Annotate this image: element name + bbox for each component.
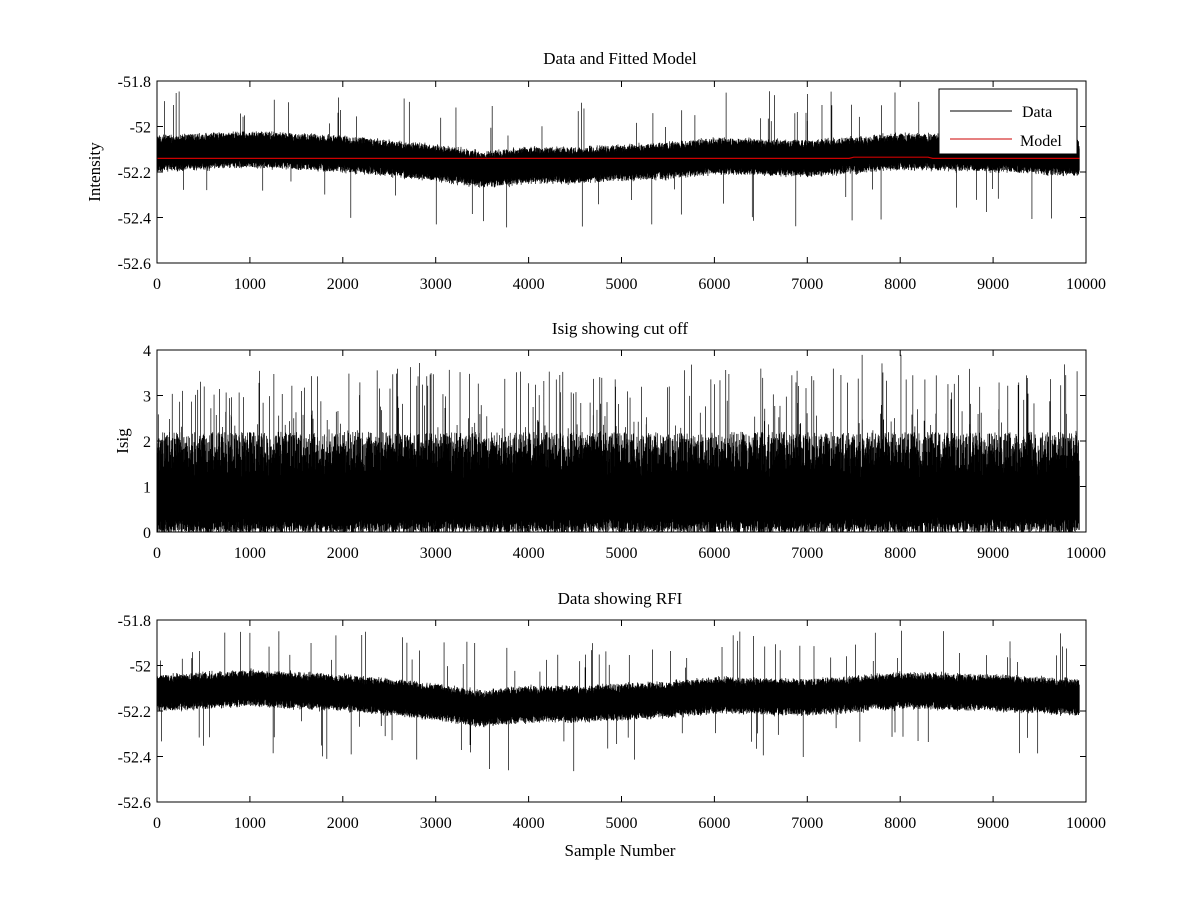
panel-2-title: Isig showing cut off bbox=[552, 319, 688, 338]
x-tick-label: 10000 bbox=[1066, 276, 1106, 293]
x-tick-label: 5000 bbox=[606, 545, 638, 562]
panel-isig-cut-off: Isig showing cut off Isig 0 1000 2000 3000 4… bbox=[113, 319, 1106, 562]
y-tick-label: 0 bbox=[143, 525, 151, 542]
y-tick-label: -51.8 bbox=[118, 613, 151, 630]
y-tick-label: -52 bbox=[130, 120, 151, 137]
legend-model-label: Model bbox=[1020, 133, 1062, 150]
panel-2-axes: 0 1000 2000 3000 4000 5000 6000 7000 8000 9000 100… bbox=[143, 343, 1106, 562]
x-tick-label: 7000 bbox=[791, 276, 823, 293]
x-tick-label: 10000 bbox=[1066, 545, 1106, 562]
x-tick-label: 1000 bbox=[234, 545, 266, 562]
panel-2-plot-area bbox=[157, 354, 1080, 532]
panel-1-legend: Data Model bbox=[938, 88, 1078, 155]
x-tick-label: 10000 bbox=[1066, 815, 1106, 832]
x-tick-label: 7000 bbox=[791, 815, 823, 832]
x-tick-label: 9000 bbox=[977, 815, 1009, 832]
y-tick-label: 3 bbox=[143, 389, 151, 406]
panel-3-xlabel: Sample Number bbox=[565, 841, 676, 860]
y-tick-label: -51.8 bbox=[118, 74, 151, 91]
x-tick-label: 6000 bbox=[698, 545, 730, 562]
x-tick-label: 4000 bbox=[513, 545, 545, 562]
y-tick-label: -52.2 bbox=[118, 165, 151, 182]
legend-data-label: Data bbox=[1022, 104, 1052, 121]
panel-3-axes: 0 1000 2000 3000 4000 5000 6000 7000 8000 9000 100… bbox=[118, 613, 1106, 832]
legend-box bbox=[938, 88, 1078, 155]
panel-1-ylabel: Intensity bbox=[85, 142, 104, 202]
x-tick-label: 2000 bbox=[327, 815, 359, 832]
x-tick-label: 5000 bbox=[606, 276, 638, 293]
x-tick-label: 4000 bbox=[513, 276, 545, 293]
x-tick-label: 8000 bbox=[884, 815, 916, 832]
y-tick-label: 4 bbox=[143, 343, 151, 360]
x-tick-label: 3000 bbox=[420, 545, 452, 562]
x-tick-label: 7000 bbox=[791, 545, 823, 562]
y-tick-label: -52 bbox=[130, 659, 151, 676]
y-tick-label: 1 bbox=[143, 480, 151, 497]
panel-3-series-line-0 bbox=[157, 630, 1080, 772]
panel-data-fitted-model: Data and Fitted Model Intensity 0 1000 200… bbox=[85, 49, 1106, 293]
panel-data-rfi: Data showing RFI Sample Number 0 1000 2000… bbox=[118, 589, 1106, 860]
panel-3-series-group bbox=[157, 630, 1080, 772]
panel-2-series-group bbox=[157, 354, 1080, 532]
y-tick-label: -52.4 bbox=[118, 750, 151, 767]
panel-3-title: Data showing RFI bbox=[558, 589, 683, 608]
x-tick-label: 0 bbox=[153, 545, 161, 562]
x-tick-label: 1000 bbox=[234, 815, 266, 832]
y-tick-label: -52.2 bbox=[118, 704, 151, 721]
x-tick-label: 2000 bbox=[327, 545, 359, 562]
x-tick-label: 0 bbox=[153, 276, 161, 293]
x-tick-label: 2000 bbox=[327, 276, 359, 293]
y-tick-label: -52.6 bbox=[118, 256, 151, 273]
x-tick-label: 1000 bbox=[234, 276, 266, 293]
panel-2-series-line-0 bbox=[157, 354, 1080, 532]
x-tick-label: 0 bbox=[153, 815, 161, 832]
y-tick-label: -52.6 bbox=[118, 795, 151, 812]
panel-1-series-group bbox=[157, 91, 1080, 228]
panel-1-series-model bbox=[157, 156, 1080, 159]
panel-2-ylabel: Isig bbox=[113, 428, 132, 454]
x-tick-label: 8000 bbox=[884, 276, 916, 293]
x-tick-label: 3000 bbox=[420, 276, 452, 293]
x-tick-label: 8000 bbox=[884, 545, 916, 562]
panel-1-plot-area bbox=[157, 91, 1080, 228]
x-tick-label: 4000 bbox=[513, 815, 545, 832]
x-tick-label: 6000 bbox=[698, 276, 730, 293]
x-tick-label: 5000 bbox=[606, 815, 638, 832]
x-tick-label: 6000 bbox=[698, 815, 730, 832]
x-tick-label: 9000 bbox=[977, 276, 1009, 293]
y-tick-label: 2 bbox=[143, 434, 151, 451]
panel-1-axes: 0 1000 2000 3000 4000 5000 6000 7000 8000 9000 100… bbox=[118, 74, 1106, 293]
x-tick-label: 9000 bbox=[977, 545, 1009, 562]
panel-1-title: Data and Fitted Model bbox=[543, 49, 697, 68]
y-tick-label: -52.4 bbox=[118, 211, 151, 228]
panel-3-plot-area bbox=[157, 630, 1080, 772]
x-tick-label: 3000 bbox=[420, 815, 452, 832]
